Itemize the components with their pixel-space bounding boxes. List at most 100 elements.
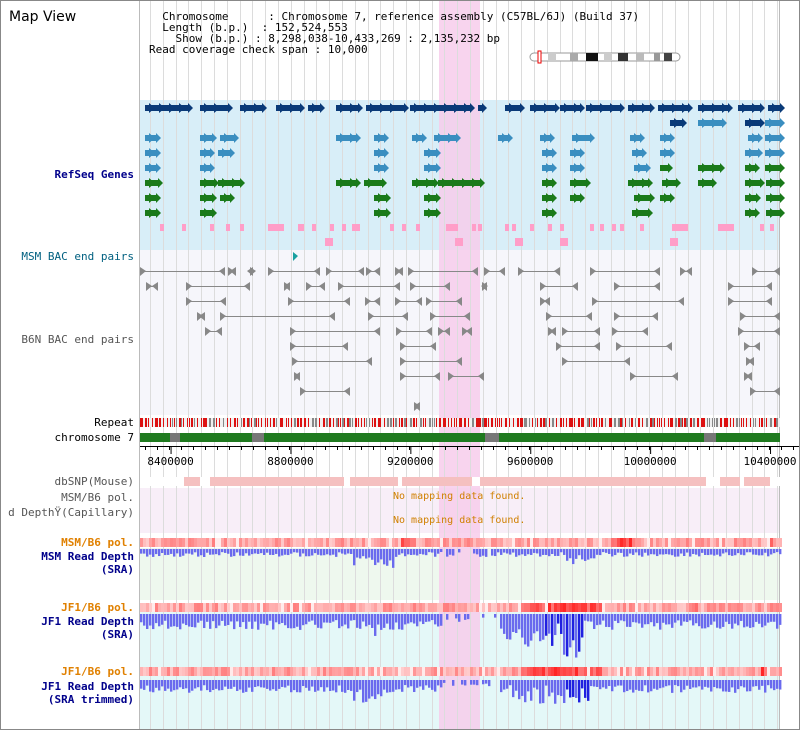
msm-polymorphism-cell[interactable] [743, 538, 746, 547]
jf1-trimmed-depth-bar[interactable] [500, 680, 503, 693]
msm-polymorphism-cell[interactable] [599, 538, 602, 547]
jf1-trimmed-depth-bar[interactable] [179, 680, 182, 688]
jf1-polymorphism-2-cell[interactable] [428, 667, 431, 676]
bac-end-right[interactable] [642, 327, 648, 336]
jf1-polymorphism-cell[interactable] [353, 603, 356, 612]
jf1-polymorphism-cell[interactable] [257, 603, 260, 612]
jf1-polymorphism-2-cell[interactable] [605, 667, 608, 676]
msm-polymorphism-cell[interactable] [761, 538, 764, 547]
jf1-polymorphism-2-cell[interactable] [665, 667, 668, 676]
repeat-element[interactable] [720, 418, 722, 427]
repeat-element[interactable] [404, 418, 406, 427]
jf1-polymorphism-2-cell[interactable] [698, 667, 701, 676]
jf1-polymorphism-2-cell[interactable] [512, 667, 515, 676]
jf1-polymorphism-cell[interactable] [221, 603, 224, 612]
jf1-polymorphism-cell[interactable] [188, 603, 191, 612]
jf1-depth-bar[interactable] [320, 614, 323, 629]
jf1-trimmed-depth-bar[interactable] [428, 680, 431, 688]
msm-polymorphism-cell[interactable] [188, 538, 191, 547]
jf1-trimmed-depth-bar[interactable] [722, 680, 725, 692]
msm-polymorphism-cell[interactable] [626, 538, 629, 547]
repeat-element[interactable] [532, 418, 533, 427]
jf1-polymorphism-cell[interactable] [362, 603, 365, 612]
jf1-polymorphism-cell[interactable] [386, 603, 389, 612]
msm-polymorphism-cell[interactable] [638, 538, 641, 547]
bac-end-left[interactable] [338, 282, 344, 291]
repeat-element[interactable] [657, 418, 658, 427]
jf1-polymorphism-cell[interactable] [572, 603, 575, 612]
msm-polymorphism-cell[interactable] [758, 538, 761, 547]
msm-polymorphism-cell[interactable] [140, 538, 143, 547]
bac-end-right[interactable] [766, 297, 772, 306]
jf1-trimmed-depth-bar[interactable] [356, 680, 359, 693]
jf1-polymorphism-2-cell[interactable] [767, 667, 770, 676]
jf1-polymorphism-cell[interactable] [584, 603, 587, 612]
jf1-depth-bar[interactable] [518, 614, 521, 630]
bac-end-left[interactable] [366, 267, 372, 276]
msm-polymorphism-cell[interactable] [335, 538, 338, 547]
jf1-polymorphism-2-cell[interactable] [656, 667, 659, 676]
jf1-depth-bar[interactable] [419, 614, 422, 622]
jf1-polymorphism-cell[interactable] [647, 603, 650, 612]
msm-polymorphism-cell[interactable] [353, 538, 356, 547]
repeat-element[interactable] [766, 418, 767, 427]
bac-end-right[interactable] [464, 312, 470, 321]
msm-depth-bar[interactable] [320, 549, 323, 556]
msm-depth-bar[interactable] [281, 549, 284, 556]
jf1-depth-bar[interactable] [458, 614, 461, 622]
msm-depth-bar[interactable] [305, 549, 308, 557]
msm-polymorphism-cell[interactable] [323, 538, 326, 547]
jf1-polymorphism-cell[interactable] [371, 603, 374, 612]
repeat-element[interactable] [486, 418, 487, 427]
msm-depth-bar[interactable] [359, 549, 362, 559]
jf1-depth-bar[interactable] [353, 614, 356, 621]
jf1-depth-bar[interactable] [398, 614, 401, 630]
jf1-polymorphism-cell[interactable] [632, 603, 635, 612]
bac-end-right[interactable] [774, 387, 780, 396]
jf1-polymorphism-2-cell[interactable] [395, 667, 398, 676]
msm-polymorphism-cell[interactable] [542, 538, 545, 547]
jf1-depth-bar[interactable] [638, 614, 641, 624]
jf1-trimmed-depth-bar[interactable] [473, 680, 476, 685]
pink-feature[interactable] [325, 238, 333, 246]
msm-depth-bar[interactable] [353, 549, 356, 566]
jf1-trimmed-depth-bar[interactable] [266, 680, 269, 689]
dbsnp-track[interactable] [140, 477, 780, 486]
jf1-polymorphism-2-cell[interactable] [581, 667, 584, 676]
msm-polymorphism-cell[interactable] [665, 538, 668, 547]
jf1-polymorphism-cell[interactable] [728, 603, 731, 612]
jf1-trimmed-depth-bar[interactable] [245, 680, 248, 692]
bac-end-left[interactable] [400, 372, 406, 381]
repeat-element[interactable] [181, 418, 182, 427]
msm-depth-bar[interactable] [425, 549, 428, 556]
repeat-element[interactable] [342, 418, 344, 427]
msm-polymorphism-cell[interactable] [731, 538, 734, 547]
jf1-depth-bar[interactable] [614, 614, 617, 621]
jf1-polymorphism-2-cell[interactable] [359, 667, 362, 676]
jf1-depth-bar[interactable] [695, 614, 698, 624]
jf1-polymorphism-cell[interactable] [155, 603, 158, 612]
msm-polymorphism-cell[interactable] [686, 538, 689, 547]
msm-depth-bar[interactable] [428, 549, 431, 553]
msm-depth-bar[interactable] [596, 549, 599, 555]
pink-feature[interactable] [416, 224, 420, 231]
jf1-polymorphism-2-cell[interactable] [227, 667, 230, 676]
msm-depth-bar[interactable] [236, 549, 239, 553]
jf1-trimmed-depth-bar[interactable] [413, 680, 416, 693]
repeat-element[interactable] [664, 418, 665, 427]
gene-feature[interactable] [145, 105, 188, 111]
msm-depth-bar[interactable] [683, 549, 686, 557]
jf1-depth-bar[interactable] [344, 614, 347, 625]
jf1-polymorphism-2-cell[interactable] [758, 667, 761, 676]
jf1-polymorphism-2-cell[interactable] [212, 667, 215, 676]
jf1-polymorphism-cell[interactable] [236, 603, 239, 612]
jf1-polymorphism-cell[interactable] [521, 603, 524, 612]
repeat-element[interactable] [587, 418, 589, 427]
msm-depth-bar[interactable] [371, 549, 374, 560]
jf1-trimmed-depth-bar[interactable] [536, 680, 539, 690]
jf1-polymorphism-2-cell[interactable] [221, 667, 224, 676]
repeat-element[interactable] [349, 418, 351, 427]
repeat-element[interactable] [249, 418, 250, 427]
repeat-element[interactable] [638, 418, 640, 427]
